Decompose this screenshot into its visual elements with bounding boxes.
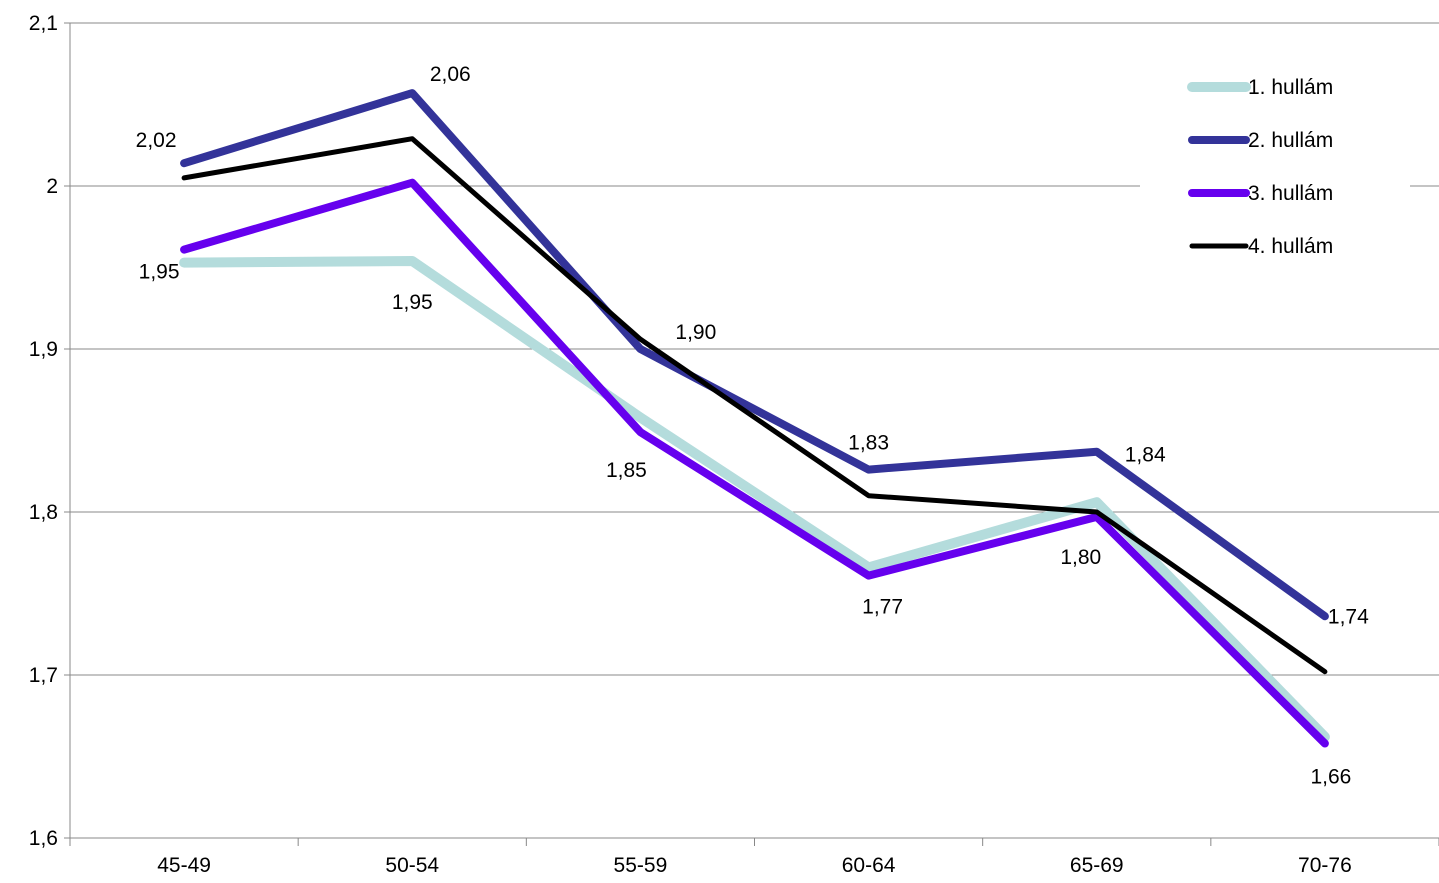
legend-label: 2. hullám: [1248, 129, 1333, 152]
data-label: 1,83: [848, 432, 889, 455]
series-line-1-hull-m: [179, 256, 1330, 742]
series-line-3-hull-m: [180, 178, 1329, 748]
data-label: 1,74: [1328, 605, 1369, 628]
series-line-4-hull-m: [181, 136, 1328, 675]
data-label: 1,66: [1310, 765, 1351, 788]
data-label: 2,06: [430, 63, 471, 86]
y-tick-label: 2: [46, 175, 58, 198]
data-label: 1,85: [606, 459, 647, 482]
x-tick-label: 45-49: [157, 854, 211, 877]
y-axis-ticks: 1,6 1,7 1,8 1,9 2 2,1: [29, 12, 70, 850]
data-label: 1,90: [675, 321, 716, 344]
legend-label: 1. hullám: [1248, 76, 1333, 99]
gridlines: [70, 22, 1439, 676]
y-tick-label: 1,9: [29, 338, 58, 361]
x-tick-label: 55-59: [614, 854, 668, 877]
series-line-2-hull-m: [180, 89, 1329, 621]
x-axis-ticks: 45-49 50-54 55-59 60-64 65-69 70-76: [69, 838, 1439, 877]
legend-label: 3. hullám: [1248, 182, 1333, 205]
data-label: 1,84: [1125, 444, 1166, 467]
x-tick-label: 65-69: [1070, 854, 1124, 877]
data-label: 1,80: [1060, 546, 1101, 569]
data-label: 2,02: [136, 129, 177, 152]
series-lines: [179, 89, 1330, 748]
x-tick-label: 60-64: [842, 854, 896, 877]
legend-box: [1140, 60, 1410, 270]
data-labels: 2,02 1,95 2,06 1,95 1,90 1,85 1,83 1,77 1,84 1,80…: [136, 63, 1369, 788]
data-label: 1,95: [392, 291, 433, 314]
y-tick-label: 1,7: [29, 664, 58, 687]
data-label: 1,95: [139, 261, 180, 284]
y-tick-label: 1,8: [29, 501, 58, 524]
legend: 1. hullám 2. hullám 3. hullám 4. hullám: [1187, 76, 1333, 258]
legend-background: [1140, 60, 1410, 270]
y-tick-label: 2,1: [29, 12, 58, 35]
data-label: 1,77: [862, 596, 903, 619]
y-tick-label: 1,6: [29, 827, 58, 850]
legend-label: 4. hullám: [1248, 235, 1333, 258]
x-tick-label: 70-76: [1298, 854, 1352, 877]
x-tick-label: 50-54: [385, 854, 439, 877]
